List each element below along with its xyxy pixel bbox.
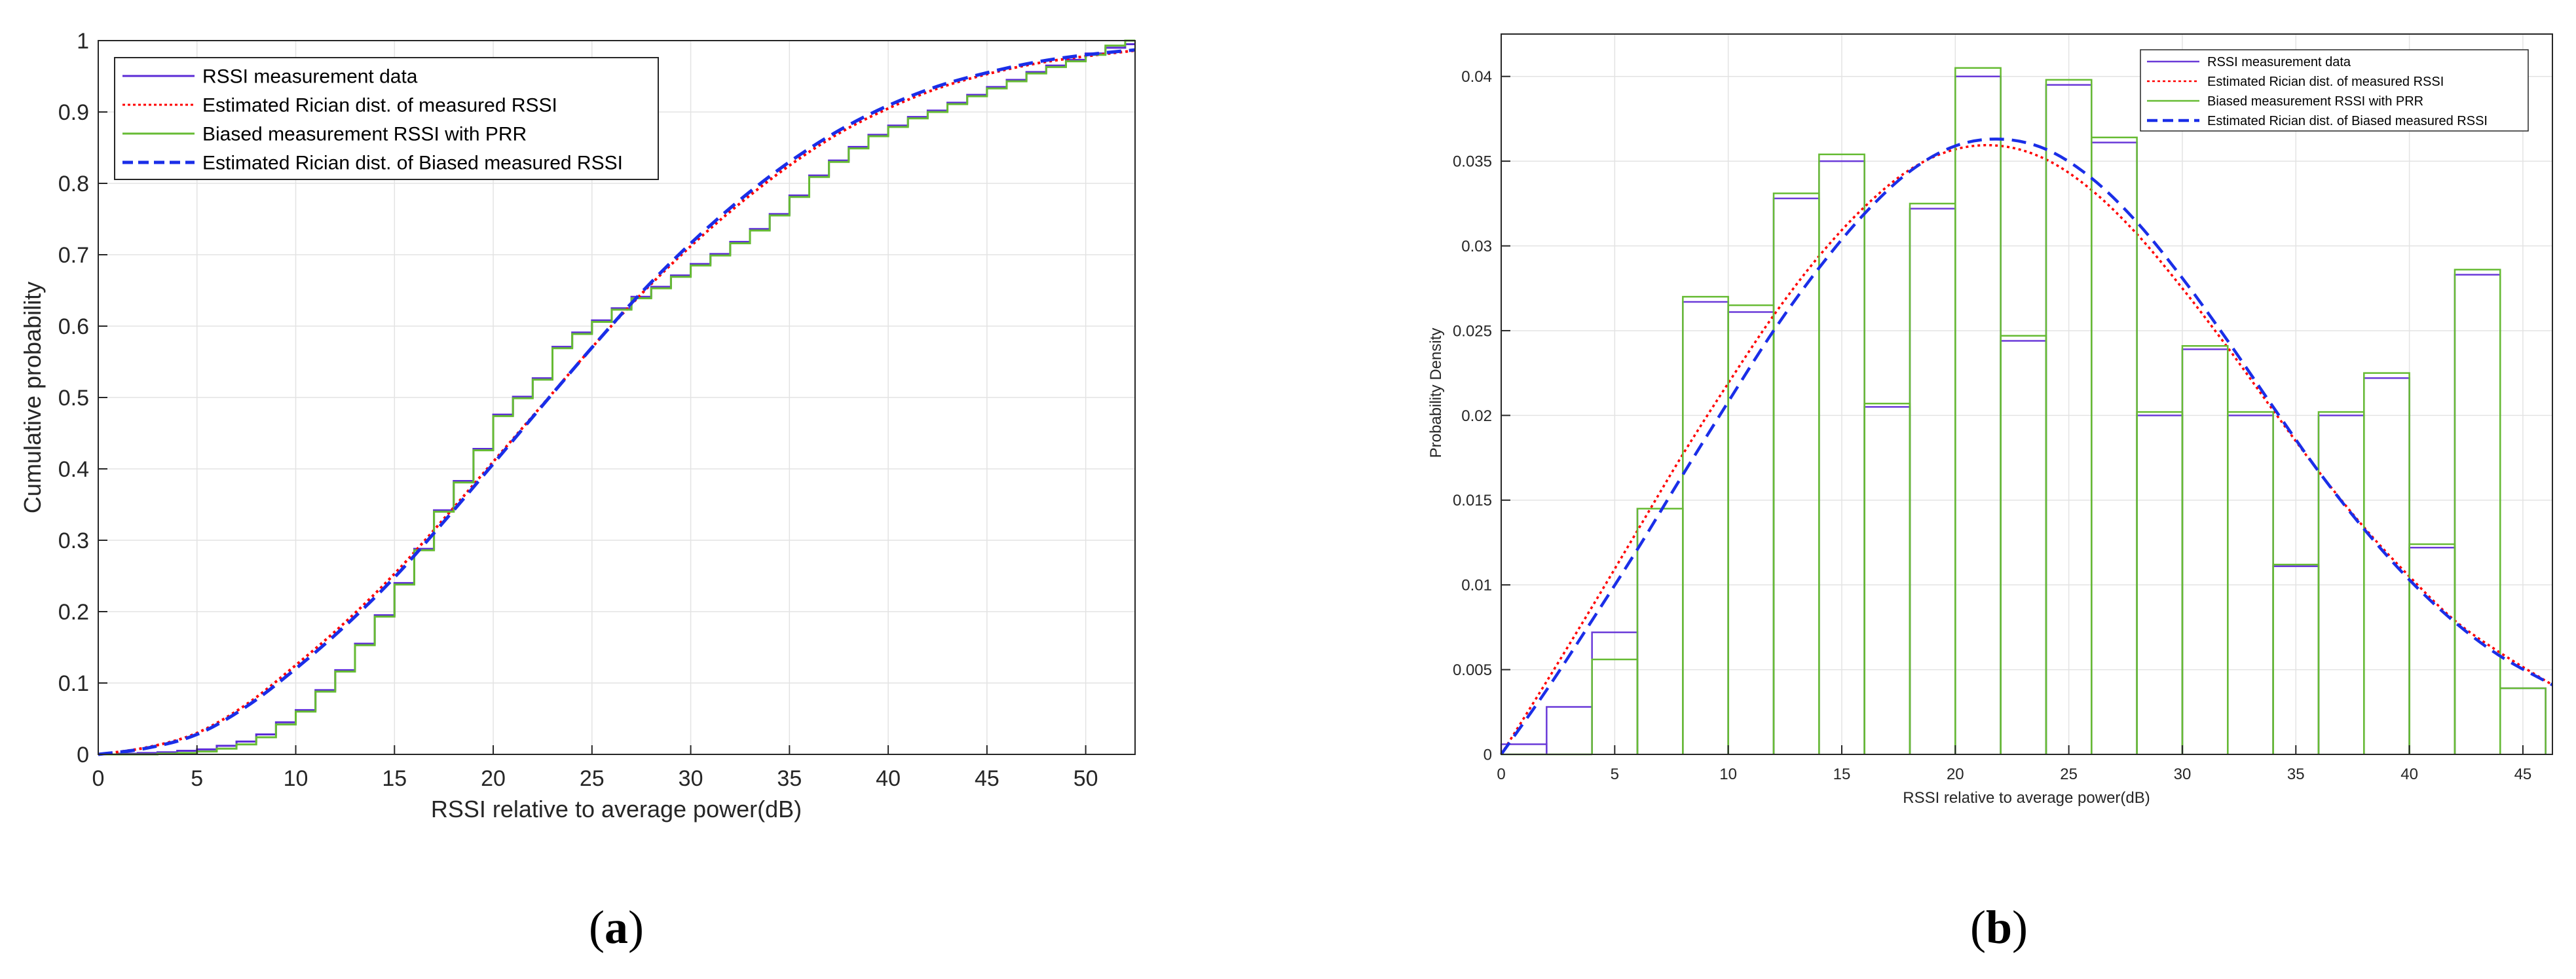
- legend-label: RSSI measurement data: [2207, 55, 2351, 69]
- y-tick-label: 0.9: [58, 100, 89, 125]
- x-tick-label: 50: [1073, 766, 1098, 791]
- y-tick-label: 0.025: [1453, 322, 1492, 340]
- panel-b-x-axis-label: RSSI relative to average power(dB): [1903, 789, 2150, 807]
- legend-label: RSSI measurement data: [202, 66, 418, 88]
- panel-a-chart: 0 5 10 15 20 25 30 35 40 45 50 0 0.1 0.2 0.3 0.4 0.5 0.6…: [19, 29, 1136, 822]
- histogram-bar: [2499, 687, 2547, 754]
- x-tick-label: 15: [382, 766, 407, 791]
- y-tick-label: 0.5: [58, 386, 89, 411]
- panel-a-legend-box: [114, 57, 659, 180]
- x-tick-label: 10: [1719, 766, 1737, 783]
- y-tick-label: 0.04: [1461, 68, 1492, 86]
- y-tick-label: 0.2: [58, 600, 89, 625]
- legend-label: Estimated Rician dist. of measured RSSI: [2207, 75, 2444, 89]
- panel-b-plot-area: [1501, 34, 2552, 754]
- panel-a-series: [98, 39, 1136, 756]
- panel-b-y-ticks: 0 0.005 0.01 0.015 0.02 0.025 0.03 0.035 0.04: [1453, 68, 1510, 764]
- x-tick-label: 5: [191, 766, 203, 791]
- histogram-bar: [2454, 268, 2501, 754]
- panel-b-x-ticks: 0 5 10 15 20 25 30 35 40 45: [1497, 745, 2531, 783]
- panel-a-x-axis-label: RSSI relative to average power(dB): [431, 796, 802, 822]
- x-tick-label: 0: [1497, 766, 1505, 783]
- x-tick-label: 25: [2060, 766, 2078, 783]
- x-tick-label: 40: [876, 766, 901, 791]
- x-tick-label: 45: [975, 766, 999, 791]
- caption-b: (b): [1970, 901, 2028, 953]
- x-tick-label: 5: [1611, 766, 1619, 783]
- legend-label: Estimated Rician dist. of measured RSSI: [202, 95, 557, 117]
- y-tick-label: 0.005: [1453, 661, 1492, 679]
- series-line: [1500, 138, 2554, 756]
- legend-label: Estimated Rician dist. of Biased measure…: [2207, 114, 2488, 128]
- y-tick-label: 0.02: [1461, 407, 1492, 425]
- panel-a-y-axis-label: Cumulative probability: [19, 282, 46, 513]
- caption-b-letter: b: [1986, 901, 2012, 953]
- x-tick-label: 20: [481, 766, 506, 791]
- legend-label: Biased measurement RSSI with PRR: [2207, 94, 2423, 109]
- y-tick-label: 0.015: [1453, 492, 1492, 509]
- legend-label: Estimated Rician dist. of Biased measure…: [202, 153, 623, 174]
- panel-b-chart: 0 5 10 15 20 25 30 35 40 45 0 0.005 0.01 0.015 0.02 0.…: [1427, 33, 2554, 807]
- x-tick-label: 35: [777, 766, 802, 791]
- y-tick-label: 0: [77, 743, 89, 767]
- x-tick-label: 25: [580, 766, 605, 791]
- y-tick-label: 0.01: [1461, 577, 1492, 595]
- x-tick-label: 15: [1833, 766, 1851, 783]
- y-tick-label: 0.4: [58, 457, 89, 482]
- x-tick-label: 20: [1947, 766, 1964, 783]
- panel-b-legend-box: [2140, 49, 2529, 132]
- panel-a-x-ticks: 0 5 10 15 20 25 30 35 40 45 50: [92, 745, 1098, 791]
- x-tick-label: 30: [679, 766, 703, 791]
- x-tick-label: 0: [92, 766, 105, 791]
- x-tick-label: 40: [2400, 766, 2418, 783]
- y-tick-label: 0.7: [58, 243, 89, 268]
- y-tick-label: 1: [77, 29, 89, 54]
- y-tick-label: 0.1: [58, 671, 89, 696]
- x-tick-label: 30: [2174, 766, 2192, 783]
- panel-a-legend: RSSI measurement data Estimated Rician di…: [114, 57, 659, 180]
- y-tick-label: 0.03: [1461, 238, 1492, 255]
- y-tick-label: 0.6: [58, 314, 89, 339]
- panel-b-axes-box: [1501, 33, 2553, 755]
- panel-b-legend: RSSI measurement data Estimated Rician di…: [2140, 49, 2529, 132]
- y-tick-label: 0: [1484, 746, 1492, 764]
- x-tick-label: 10: [284, 766, 308, 791]
- x-tick-label: 35: [2287, 766, 2305, 783]
- caption-a-letter: a: [605, 901, 628, 953]
- panel-b-y-axis-label: Probability Density: [1427, 328, 1445, 458]
- y-tick-label: 0.8: [58, 172, 89, 196]
- series-line: [98, 48, 1136, 756]
- panel-b-series: [1500, 67, 2554, 756]
- legend-label: Biased measurement RSSI with PRR: [202, 124, 527, 145]
- y-tick-label: 0.3: [58, 528, 89, 553]
- x-tick-label: 45: [2514, 766, 2532, 783]
- caption-a: (a): [589, 901, 644, 953]
- panel-a-y-ticks: 0 0.1 0.2 0.3 0.4 0.5 0.6 0.7 0.8 0.9 1: [58, 29, 107, 767]
- y-tick-label: 0.035: [1453, 153, 1492, 171]
